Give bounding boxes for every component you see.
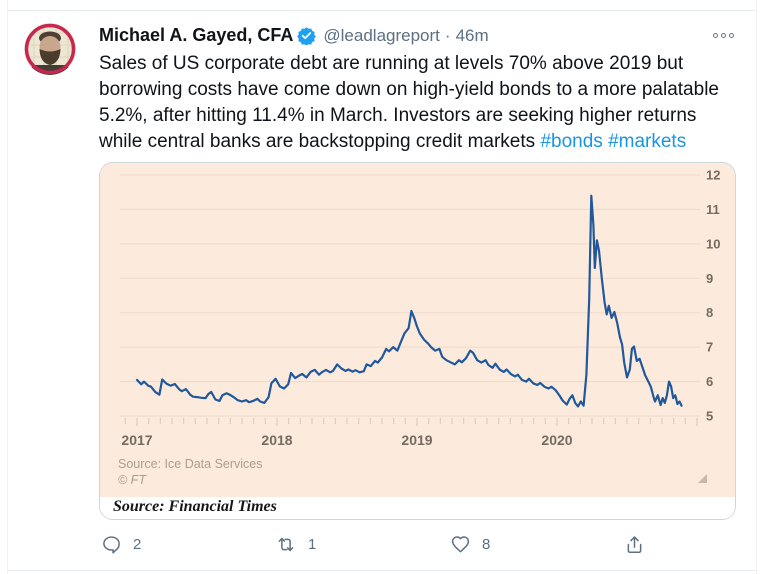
more-menu-button[interactable] <box>709 29 738 42</box>
svg-text:2018: 2018 <box>261 432 292 448</box>
heart-icon <box>451 536 470 553</box>
timestamp[interactable]: 46m <box>455 25 489 45</box>
svg-text:12: 12 <box>706 168 720 183</box>
svg-text:7: 7 <box>706 340 713 355</box>
share-icon <box>627 536 642 553</box>
ft-chart: 5 6 7 8 9 10 11 12 2017 2018 2019 2020 Source: Ice … <box>100 163 735 497</box>
svg-text:8: 8 <box>706 305 713 320</box>
share-button[interactable] <box>622 530 647 559</box>
tweet: Michael A. Gayed, CFA @leadlagreport · 4… <box>8 11 756 570</box>
meta-separator: · <box>444 25 451 45</box>
svg-text:5: 5 <box>706 409 713 424</box>
svg-text:10: 10 <box>706 236 720 251</box>
more-dot-icon <box>713 33 718 38</box>
like-count: 8 <box>482 536 491 553</box>
hashtag-bonds[interactable]: #bonds <box>540 131 603 152</box>
tweet-actions: 2 1 8 <box>99 530 647 563</box>
tweet-text-main: Sales of US corporate debt are running a… <box>99 53 725 152</box>
svg-text:6: 6 <box>706 374 713 389</box>
retweet-button[interactable]: 1 <box>273 530 318 559</box>
svg-text:11: 11 <box>706 202 720 217</box>
reply-button[interactable]: 2 <box>99 530 143 559</box>
verified-badge-icon <box>297 26 317 45</box>
retweet-icon <box>278 537 294 552</box>
more-dot-icon <box>721 33 726 38</box>
svg-text:2019: 2019 <box>401 432 432 448</box>
tweet-text: Sales of US corporate debt are running a… <box>99 51 744 155</box>
ft-chart-svg: 5 6 7 8 9 10 11 12 2017 2018 2019 2020 <box>120 168 720 448</box>
chart-card[interactable]: 5 6 7 8 9 10 11 12 2017 2018 2019 2020 Source: Ice … <box>99 162 736 520</box>
author-name[interactable]: Michael A. Gayed, CFA <box>99 25 294 45</box>
tweet-header: Michael A. Gayed, CFA @leadlagreport · 4… <box>99 25 744 46</box>
svg-text:2020: 2020 <box>541 432 572 448</box>
timeline-column: Michael A. Gayed, CFA @leadlagreport · 4… <box>7 0 757 574</box>
avatar[interactable] <box>24 23 76 75</box>
reply-count: 2 <box>133 536 142 553</box>
chart-caption: Source: Financial Times <box>100 497 735 519</box>
chart-copyright-ft: © FT <box>118 473 146 487</box>
author-handle[interactable]: @leadlagreport <box>323 25 440 45</box>
more-dot-icon <box>729 33 734 38</box>
avatar-column <box>24 23 99 563</box>
svg-text:2017: 2017 <box>121 432 152 448</box>
avatar-image-icon <box>24 23 76 75</box>
tweet-content: Michael A. Gayed, CFA @leadlagreport · 4… <box>99 23 744 563</box>
like-button[interactable]: 8 <box>448 530 492 559</box>
top-divider <box>8 10 756 11</box>
expand-handle-icon[interactable] <box>698 474 707 483</box>
reply-icon <box>103 536 120 554</box>
svg-text:9: 9 <box>706 271 713 286</box>
hashtag-markets[interactable]: #markets <box>608 131 687 152</box>
chart-source: Source: Ice Data Services <box>118 457 263 471</box>
retweet-count: 1 <box>308 536 317 553</box>
bottom-divider <box>8 570 756 571</box>
